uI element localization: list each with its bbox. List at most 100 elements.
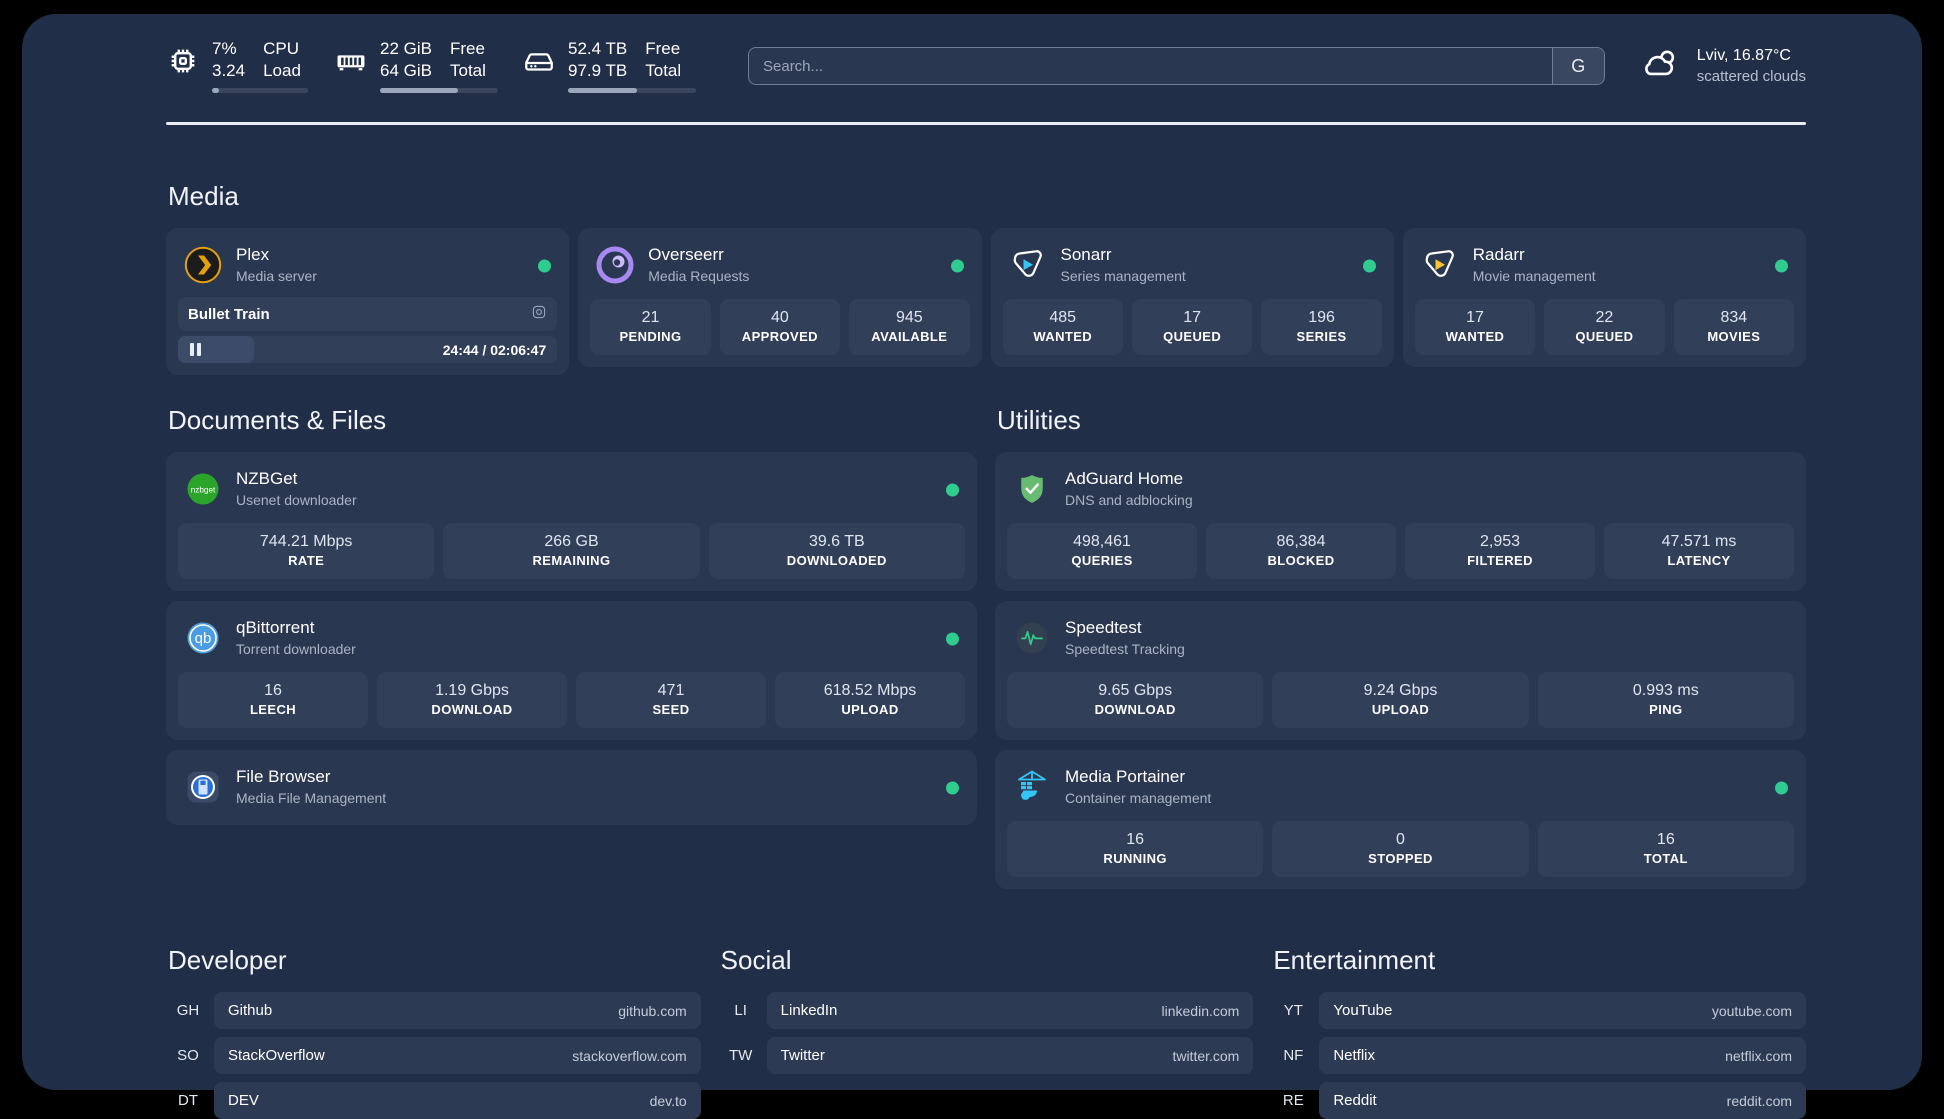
stat-label: RUNNING — [1103, 851, 1167, 866]
bookmark-link[interactable]: Reddit reddit.com — [1319, 1082, 1807, 1119]
stat-label: RATE — [288, 553, 325, 568]
header-divider — [166, 122, 1806, 125]
stat-value: 22 — [1595, 309, 1614, 326]
file-browser-status-dot — [946, 781, 959, 794]
bookmark-row[interactable]: SO StackOverflow stackoverflow.com — [166, 1037, 701, 1074]
stat-label: FILTERED — [1467, 553, 1533, 568]
service-card-speedtest[interactable]: Speedtest Speedtest Tracking 9.65 Gbps D… — [995, 601, 1806, 740]
bookmark-name: Reddit — [1333, 1092, 1377, 1109]
overseerr-status-dot — [950, 259, 964, 272]
bookmark-link[interactable]: YouTube youtube.com — [1319, 992, 1807, 1029]
bookmark-url: dev.to — [649, 1092, 687, 1109]
memory-progress-track — [380, 87, 498, 93]
disk-progress-fill — [568, 87, 638, 93]
bookmark-link[interactable]: StackOverflow stackoverflow.com — [214, 1037, 701, 1074]
plex-settings-icon[interactable] — [531, 304, 547, 324]
service-card-nzbget[interactable]: nzbget NZBGet Usenet downloader 744.21 M… — [166, 452, 977, 591]
service-card-radarr[interactable]: Radarr Movie management 17 WANTED 22 QUE… — [1402, 228, 1806, 367]
qbittorrent-stats: 16 LEECH 1.19 Gbps DOWNLOAD 471 SEED 6 — [178, 672, 965, 728]
memory-free-value: 22 GiB — [380, 38, 432, 58]
bookmark-badge: SO — [177, 1047, 199, 1064]
plex-status-dot — [538, 259, 552, 272]
stat-box: 498,461 QUERIES — [1007, 523, 1197, 579]
cpu-label: CPU — [263, 38, 299, 58]
stat-value: 0 — [1396, 831, 1405, 848]
bookmark-row[interactable]: RE Reddit reddit.com — [1271, 1082, 1807, 1119]
stat-value: 9.24 Gbps — [1363, 682, 1438, 699]
bookmark-badge: NF — [1283, 1047, 1304, 1064]
weather-widget: Lviv, 16.87°C scattered clouds — [1639, 47, 1806, 85]
stat-value: 196 — [1308, 309, 1335, 326]
stat-value: 498,461 — [1073, 533, 1131, 550]
stat-label: DOWNLOAD — [1094, 702, 1176, 717]
cpu-stat-group: 7% 3.24 CPU Load — [166, 38, 308, 95]
stat-value: 744.21 Mbps — [259, 533, 353, 550]
qbittorrent-subtitle: Torrent downloader — [236, 641, 356, 657]
stat-label: QUEUED — [1163, 329, 1222, 344]
bookmark-row[interactable]: DT DEV dev.to — [166, 1082, 701, 1119]
search-bar[interactable]: G — [748, 47, 1605, 85]
stat-value: 9.65 Gbps — [1098, 682, 1173, 699]
overseerr-icon — [596, 246, 634, 284]
stat-label: TOTAL — [1643, 851, 1688, 866]
portainer-status-dot — [1775, 781, 1788, 794]
cpu-values: 7% 3.24 — [212, 38, 245, 81]
portainer-title: Media Portainer — [1065, 767, 1186, 786]
plex-subtitle: Media server — [236, 268, 317, 284]
bookmark-name: StackOverflow — [228, 1047, 325, 1064]
stat-value: 0.993 ms — [1632, 682, 1699, 699]
service-card-qbittorrent[interactable]: qb qBittorrent Torrent downloader 16 LEE… — [166, 601, 977, 740]
stat-label: UPLOAD — [841, 702, 899, 717]
stat-box: 834 MOVIES — [1673, 299, 1795, 355]
service-card-file-browser[interactable]: File Browser Media File Management — [166, 750, 977, 825]
plex-progress-bar[interactable]: 24:44 / 02:06:47 — [178, 336, 558, 363]
speedtest-stats: 9.65 Gbps DOWNLOAD 9.24 Gbps UPLOAD 0.99… — [1007, 672, 1794, 728]
bookmark-url: linkedin.com — [1161, 1002, 1240, 1019]
bookmark-name: DEV — [228, 1092, 259, 1109]
bookmark-link[interactable]: Twitter twitter.com — [766, 1037, 1254, 1074]
bookmark-link[interactable]: LinkedIn linkedin.com — [766, 992, 1254, 1029]
stat-box: 39.6 TB DOWNLOADED — [708, 523, 965, 579]
file-browser-icon — [184, 768, 222, 806]
service-card-media-portainer[interactable]: Media Portainer Container management 16 … — [995, 750, 1806, 889]
cpu-usage-value: 7% — [212, 38, 237, 58]
service-card-sonarr[interactable]: Sonarr Series management 485 WANTED 17 Q… — [990, 228, 1394, 367]
bookmark-link[interactable]: Netflix netflix.com — [1319, 1037, 1807, 1074]
disk-labels: Free Total — [645, 38, 681, 81]
cpu-labels: CPU Load — [263, 38, 301, 81]
service-card-plex[interactable]: Plex Media server Bullet Train — [166, 228, 570, 375]
stat-box: 16 TOTAL — [1537, 821, 1794, 877]
stat-box: 0.993 ms PING — [1537, 672, 1794, 728]
memory-total-label: Total — [449, 60, 486, 80]
search-engine-button[interactable]: G — [1551, 48, 1604, 84]
stat-label: LEECH — [249, 702, 297, 717]
plex-now-playing-title-row: Bullet Train — [178, 297, 558, 331]
cloud-icon — [1639, 47, 1683, 85]
stat-value: 21 — [641, 309, 660, 326]
stat-box: 196 SERIES — [1261, 299, 1382, 355]
bookmark-link[interactable]: DEV dev.to — [214, 1082, 701, 1119]
service-card-overseerr[interactable]: Overseerr Media Requests 21 PENDING 40 A… — [578, 228, 982, 367]
bookmark-url: twitter.com — [1172, 1047, 1240, 1064]
file-browser-title: File Browser — [236, 767, 331, 786]
stat-value: 17 — [1183, 309, 1202, 326]
stat-value: 618.52 Mbps — [823, 682, 917, 699]
service-card-adguard-home[interactable]: AdGuard Home DNS and adblocking 498,461 … — [995, 452, 1806, 591]
bookmark-link[interactable]: Github github.com — [214, 992, 701, 1029]
bookmark-row[interactable]: LI LinkedIn linkedin.com — [719, 992, 1254, 1029]
search-input[interactable] — [749, 48, 1552, 84]
bookmark-row[interactable]: GH Github github.com — [166, 992, 701, 1029]
plex-icon — [184, 246, 222, 284]
bookmark-row[interactable]: NF Netflix netflix.com — [1271, 1037, 1807, 1074]
stat-value: 47.571 ms — [1661, 533, 1737, 550]
stat-box: 86,384 BLOCKED — [1206, 523, 1396, 579]
stat-box: 618.52 Mbps UPLOAD — [775, 672, 965, 728]
bookmark-row[interactable]: TW Twitter twitter.com — [719, 1037, 1254, 1074]
pause-icon[interactable] — [190, 343, 201, 356]
stat-value: 2,953 — [1479, 533, 1521, 550]
bookmark-row[interactable]: YT YouTube youtube.com — [1271, 992, 1807, 1029]
bookmark-url: github.com — [618, 1002, 687, 1019]
stat-label: LATENCY — [1667, 553, 1731, 568]
stat-label: WANTED — [1033, 329, 1093, 344]
stat-box: 21 PENDING — [590, 299, 711, 355]
